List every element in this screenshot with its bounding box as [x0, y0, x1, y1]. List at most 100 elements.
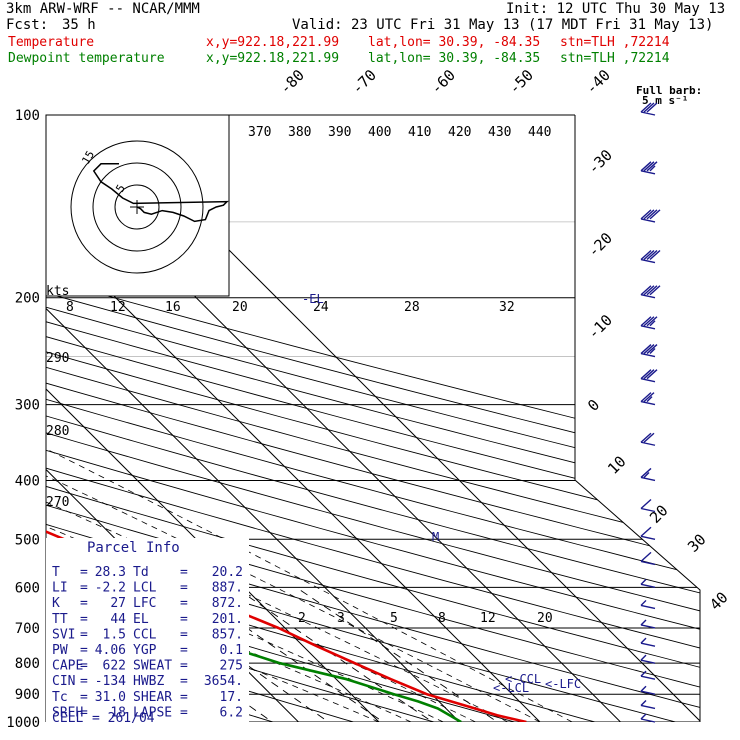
wind-barb-flag — [640, 285, 652, 296]
wind-barb — [640, 713, 656, 723]
wind-barb-flag — [643, 285, 655, 296]
wind-barb-staff — [640, 476, 656, 482]
mixing-ratio-upper-label: 24 — [313, 300, 329, 315]
wind-barb-flag — [640, 344, 652, 355]
wind-barb-staff — [640, 325, 656, 330]
parcel-eq: = — [80, 690, 88, 705]
parcel-key: CCL — [133, 627, 157, 642]
wind-barb-half — [640, 599, 647, 606]
parcel-key: LCL — [133, 581, 157, 596]
isotherm-label: 30 — [684, 530, 710, 556]
m-label: M — [432, 530, 439, 544]
parcel-eq: = — [80, 581, 88, 596]
dry-adiabat-line — [46, 127, 700, 722]
wind-barb-flag — [649, 285, 661, 296]
wind-barb — [640, 285, 661, 299]
wind-barb-flag — [646, 209, 658, 220]
wind-barb — [640, 316, 658, 330]
parcel-key: YGP — [133, 643, 157, 658]
init-time: Init: 12 UTC Thu 30 May 13 — [506, 1, 726, 17]
wind-barb-flag — [649, 250, 661, 261]
wind-barb-flag — [646, 285, 658, 296]
parcel-eq: = — [180, 690, 188, 705]
isotherm-line — [46, 115, 393, 722]
parcel-eq: = — [80, 612, 88, 627]
wind-barb-staff — [640, 218, 656, 223]
parcel-background — [46, 538, 249, 722]
wind-barb — [640, 619, 656, 629]
dewpoint-legend: Dewpoint temperature — [8, 51, 165, 66]
wind-barb-staff — [640, 659, 656, 664]
isotherm-line — [46, 115, 473, 722]
wind-barb-staff — [640, 642, 656, 647]
pressure-tick-label: 700 — [15, 621, 40, 637]
pressure-tick-label: 200 — [15, 291, 40, 307]
dry-adiabat-line — [46, 127, 700, 722]
wind-barb-half — [640, 699, 647, 706]
parcel-eq: = — [180, 581, 188, 596]
temperature-legend: Temperature — [8, 35, 95, 50]
theta-e-label: 420 — [448, 125, 471, 140]
wind-barb-flag — [640, 369, 652, 380]
el-label: -EL — [302, 292, 324, 306]
parcel-eq: = — [80, 705, 88, 720]
wind-barb — [640, 670, 656, 680]
pressure-tick-label: 800 — [15, 656, 40, 672]
parcel-key: SHEAR — [133, 690, 172, 705]
mixing-ratio-label: 2 — [298, 611, 306, 626]
wind-barb — [640, 699, 656, 710]
theta-e-label: 370 — [248, 125, 271, 140]
parcel-value: 1.5 — [103, 627, 126, 642]
parcel-value: 887. — [212, 581, 243, 596]
dry-adiabat-line — [46, 127, 700, 722]
wind-barb-flag — [640, 316, 652, 327]
isotherm-label: 0 — [584, 396, 603, 415]
temperature-latlon: lat,lon= 30.39, -84.35 — [368, 35, 541, 50]
parcel-key: PW — [52, 643, 68, 658]
dewpoint-latlon: lat,lon= 30.39, -84.35 — [368, 51, 541, 66]
parcel-value: -2.2 — [95, 581, 126, 596]
wind-barb — [640, 637, 656, 647]
wind-barb-staff — [640, 718, 656, 723]
parcel-eq: = — [80, 565, 88, 580]
parcel-value: 20.2 — [212, 565, 243, 580]
dry-adiabat-line — [46, 127, 700, 722]
wind-barb — [640, 392, 656, 406]
wind-barb-staff — [640, 441, 656, 446]
parcel-key: T — [52, 565, 60, 580]
wind-barb-flag — [649, 209, 661, 220]
parcel-value: 18 — [110, 705, 126, 720]
temperature-station: stn=TLH ,72214 — [560, 35, 670, 50]
theta-e-label: 440 — [528, 125, 551, 140]
dry-adiabat-line — [46, 127, 700, 722]
parcel-key: Td — [133, 565, 149, 580]
mixing-ratio-label: 12 — [480, 611, 496, 626]
dry-adiabat-line — [46, 127, 700, 722]
parcel-eq: = — [180, 705, 188, 720]
wind-barb-flag — [643, 432, 655, 443]
theta-e-label: 380 — [288, 125, 311, 140]
wind-barb-flag — [646, 161, 658, 172]
wind-barb-flag — [646, 102, 658, 113]
mixing-ratio-upper-label: 20 — [232, 300, 248, 315]
parcel-value: -134 — [95, 674, 126, 689]
theta-e-label: 390 — [328, 125, 351, 140]
parcel-value: 201. — [212, 612, 243, 627]
wind-barb-half — [640, 670, 647, 677]
dry-adiabat-line — [46, 127, 562, 722]
parcel-eq: = — [80, 627, 88, 642]
parcel-eq: = — [180, 596, 188, 611]
mixing-ratio-line — [234, 586, 452, 722]
wind-barb-flag — [643, 250, 655, 261]
wind-barb-staff — [640, 704, 656, 710]
dry-adiabat-line — [46, 127, 700, 722]
wind-barb-flag — [646, 369, 658, 380]
isotherm-label: -30 — [584, 146, 616, 178]
wind-barb — [640, 467, 656, 482]
parcel-eq: = — [80, 659, 88, 674]
wind-barb-half — [640, 713, 647, 720]
parcel-eq: = — [80, 643, 88, 658]
wind-barb-staff — [640, 624, 656, 629]
dry-adiabat-line — [46, 127, 700, 722]
